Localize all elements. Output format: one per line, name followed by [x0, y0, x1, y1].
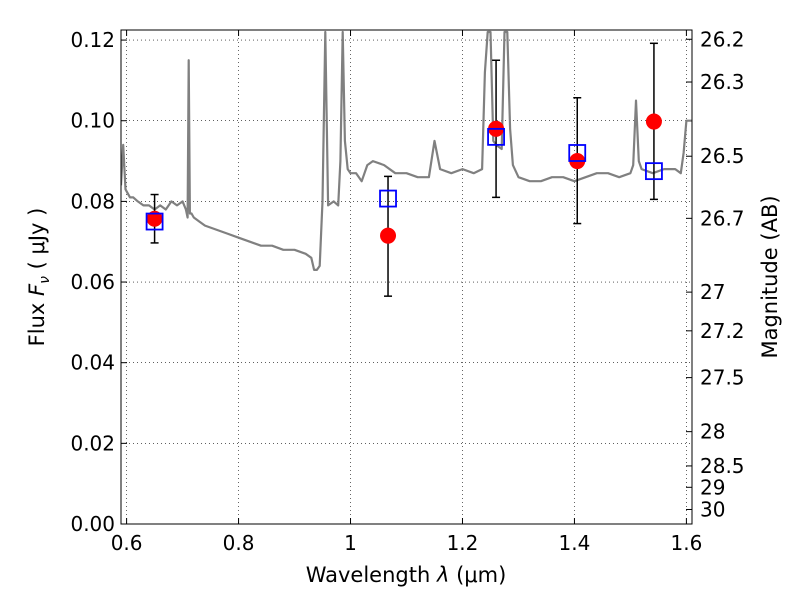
mag-tick-label: 28	[700, 420, 725, 444]
mag-tick-label: 27	[700, 280, 725, 304]
plot-area	[121, 30, 692, 297]
spectrum-line	[121, 30, 692, 271]
x-tick-label: 1.4	[559, 531, 591, 555]
mag-tick-label: 26.3	[700, 70, 745, 94]
y-tick-label: 0.04	[70, 351, 115, 375]
y-axis-label-post: ( μJy )	[25, 208, 49, 276]
plot-frame	[120, 29, 693, 525]
x-axis-label: Wavelength λ (μm)	[306, 563, 507, 587]
mag-tick-label: 26.2	[700, 27, 745, 51]
x-tick-label: 1	[344, 531, 357, 555]
mag-tick-label: 26.7	[700, 206, 745, 230]
mag-tick-label: 28.5	[700, 454, 745, 478]
model-flux-point	[487, 127, 505, 146]
model-flux-point	[645, 162, 663, 181]
mag-tick-label: 26.5	[700, 144, 745, 168]
mag-tick-label: 29	[700, 475, 725, 499]
y-axis-label-sub: ν	[37, 276, 53, 284]
y-axis-label: Flux Fν ( μJy )	[25, 208, 53, 347]
x-tick-label: 0.6	[111, 531, 143, 555]
y-tick-label: 0.08	[70, 189, 115, 213]
y-tick-label: 0.12	[70, 28, 115, 52]
ticks: 0.6 0.8 1 1.2 1.4 1.6 0.00 0.02 0.04 0.06 0.08 0.10…	[70, 27, 744, 555]
model-flux-point	[145, 212, 164, 231]
x-tick-label: 1.6	[670, 531, 702, 555]
x-axis-label-post: (μm)	[449, 563, 506, 587]
y-tick-label: 0.00	[70, 512, 115, 536]
y-axis-label-pre: Flux	[25, 296, 49, 346]
model-flux-point	[568, 144, 587, 162]
x-tick-label: 1.2	[447, 531, 479, 555]
y-tick-label: 0.10	[70, 109, 115, 133]
x-tick-label: 0.8	[223, 531, 255, 555]
mag-tick-label: 27.2	[700, 319, 745, 343]
observed-flux-point	[380, 227, 397, 244]
y-tick-label: 0.02	[70, 431, 115, 455]
observed-flux-point	[645, 113, 662, 130]
model-flux-point	[379, 189, 397, 208]
x-axis-label-pre: Wavelength	[306, 563, 437, 587]
y-axis-label-sym: F	[25, 283, 49, 296]
y-tick-label: 0.06	[70, 270, 115, 294]
mag-tick-label: 30	[700, 497, 725, 521]
plot-background	[121, 30, 692, 524]
y2-axis-label: Magnitude (AB)	[758, 195, 782, 358]
mag-tick-label: 27.5	[700, 366, 745, 390]
x-axis-label-sym: λ	[436, 563, 449, 587]
